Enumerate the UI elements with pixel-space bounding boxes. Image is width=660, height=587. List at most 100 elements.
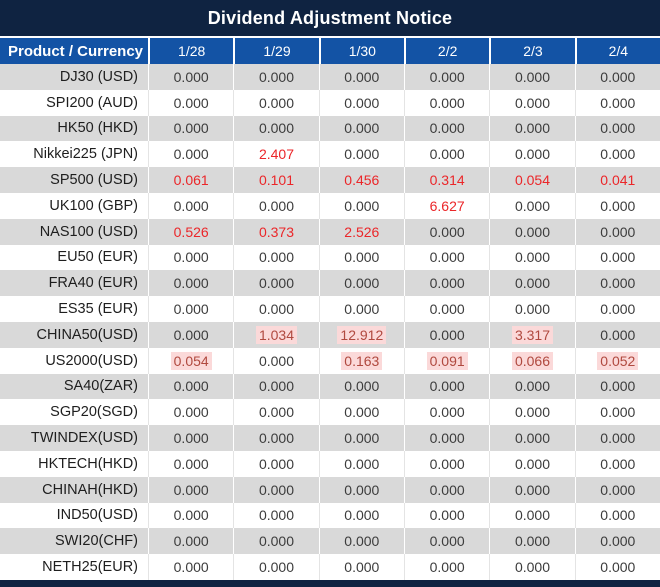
- dividend-value-cell: 0.000: [574, 192, 660, 219]
- highlighted-dividend-value: 0.163: [341, 351, 383, 370]
- product-name: NAS100 (USD): [39, 223, 138, 240]
- dividend-value-cell: 0.000: [233, 347, 318, 374]
- dividend-value-cell: 0.000: [318, 64, 404, 90]
- dividend-value-cell: 0.054: [489, 167, 574, 193]
- dividend-value-cell: 0.000: [318, 89, 404, 116]
- notice-title-bar: Dividend Adjustment Notice: [0, 0, 660, 38]
- dividend-value-cell: 0.000: [318, 296, 404, 322]
- table-row: SPI200 (AUD) 0.000 0.000 0.000 0.000 0.000 0.0…: [0, 89, 660, 116]
- dividend-value-cell: 6.627: [403, 192, 489, 219]
- bottom-border-strip: [0, 580, 660, 587]
- dividend-value-cell: 0.000: [403, 218, 489, 245]
- dividend-value-cell: 0.000: [403, 450, 489, 477]
- dividend-value-cell: 0.000: [318, 192, 404, 219]
- dividend-value-cell: 0.000: [489, 399, 574, 426]
- dividend-value-cell: 0.000: [148, 321, 233, 348]
- table-row: ES35 (EUR) 0.000 0.000 0.000 0.000 0.000 0.000: [0, 296, 660, 322]
- dividend-value-cell: 0.000: [403, 89, 489, 116]
- dividend-value-cell: 0.163: [318, 347, 404, 374]
- dividend-value-cell: 0.373: [233, 218, 318, 245]
- dividend-value-cell: 0.000: [318, 554, 404, 580]
- dividend-value-cell: 0.000: [318, 450, 404, 477]
- dividend-value-cell: 0.000: [574, 64, 660, 90]
- dividend-value-cell: 0.000: [574, 554, 660, 580]
- highlighted-dividend-value: 0.052: [597, 351, 639, 370]
- dividend-value-cell: 0.000: [574, 373, 660, 400]
- dividend-value-cell: 0.000: [148, 399, 233, 426]
- dividend-value-cell: 0.456: [318, 167, 404, 193]
- dividend-value-cell: 0.000: [148, 296, 233, 322]
- dividend-value-cell: 0.000: [148, 64, 233, 90]
- dividend-value-cell: 0.000: [574, 244, 660, 271]
- dividend-value-cell: 0.000: [233, 502, 318, 529]
- dividend-value-cell: 0.000: [574, 141, 660, 168]
- dividend-value-cell: 0.000: [574, 425, 660, 451]
- dividend-value-cell: 0.000: [233, 399, 318, 426]
- dividend-value-cell: 0.000: [574, 115, 660, 142]
- dividend-value-cell: 0.000: [148, 192, 233, 219]
- highlighted-dividend-value: 1.034: [255, 325, 298, 344]
- product-name: CHINA50(USD): [36, 326, 138, 343]
- dividend-value-cell: 0.000: [148, 476, 233, 503]
- dividend-value-cell: 0.091: [403, 347, 489, 374]
- highlighted-dividend-value: 0.091: [426, 351, 468, 370]
- product-name: DJ30 (USD): [59, 68, 138, 85]
- dividend-value-cell: 0.000: [574, 476, 660, 503]
- dividend-value-cell: 0.000: [489, 89, 574, 116]
- product-name: US2000(USD): [45, 352, 138, 369]
- table-row: TWINDEX(USD) 0.000 0.000 0.000 0.000 0.000 0.0…: [0, 425, 660, 451]
- dividend-value-cell: 0.000: [318, 476, 404, 503]
- table-row: NAS100 (USD) 0.526 0.373 2.526 0.000 0.000 0.0…: [0, 218, 660, 245]
- dividend-value-cell: 0.000: [403, 115, 489, 142]
- dividend-value-cell: 0.000: [318, 528, 404, 555]
- dividend-value-cell: 0.000: [233, 476, 318, 503]
- dividend-value-cell: 0.000: [233, 270, 318, 297]
- dividend-value-cell: 0.526: [148, 218, 233, 245]
- dividend-value-cell: 0.000: [403, 64, 489, 90]
- table-row: EU50 (EUR) 0.000 0.000 0.000 0.000 0.000 0.000: [0, 244, 660, 271]
- product-name: SPI200 (AUD): [46, 94, 138, 111]
- highlighted-dividend-value: 3.317: [511, 325, 553, 344]
- product-name: FRA40 (EUR): [48, 275, 138, 292]
- dividend-value-cell: 0.000: [233, 64, 318, 90]
- dividend-value-cell: 0.000: [574, 270, 660, 297]
- product-name: HK50 (HKD): [57, 120, 138, 137]
- column-header-date: 1/30: [318, 38, 404, 64]
- dividend-value-cell: 0.054: [148, 347, 233, 374]
- dividend-value-cell: 0.000: [233, 528, 318, 555]
- dividend-value-cell: 0.000: [489, 218, 574, 245]
- dividend-value-cell: 0.000: [148, 502, 233, 529]
- dividend-value-cell: 0.000: [489, 450, 574, 477]
- dividend-value-cell: 0.000: [403, 554, 489, 580]
- dividend-value-cell: 0.000: [148, 450, 233, 477]
- table-row: NETH25(EUR) 0.000 0.000 0.000 0.000 0.000 0.00…: [0, 554, 660, 580]
- dividend-value-cell: 2.407: [233, 141, 318, 168]
- dividend-value-cell: 0.000: [148, 115, 233, 142]
- product-name: SWI20(CHF): [55, 533, 138, 550]
- table-row: SWI20(CHF) 0.000 0.000 0.000 0.000 0.000 0.000: [0, 528, 660, 555]
- table-row: FRA40 (EUR) 0.000 0.000 0.000 0.000 0.000 0.00…: [0, 270, 660, 297]
- dividend-value-cell: 0.000: [318, 373, 404, 400]
- dividend-value-cell: 0.000: [489, 270, 574, 297]
- dividend-value-cell: 0.314: [403, 167, 489, 193]
- dividend-value-cell: 0.000: [489, 425, 574, 451]
- dividend-value-cell: 2.526: [318, 218, 404, 245]
- dividend-value-cell: 0.000: [403, 399, 489, 426]
- dividend-value-cell: 0.066: [489, 347, 574, 374]
- dividend-value-cell: 0.000: [148, 425, 233, 451]
- dividend-value-cell: 0.000: [489, 64, 574, 90]
- dividend-value-cell: 0.000: [489, 373, 574, 400]
- dividend-value-cell: 0.000: [233, 296, 318, 322]
- dividend-value-cell: 0.000: [489, 244, 574, 271]
- dividend-value-cell: 0.000: [233, 373, 318, 400]
- dividend-value-cell: 0.000: [574, 218, 660, 245]
- product-name: EU50 (EUR): [57, 249, 138, 266]
- table-row: SP500 (USD) 0.061 0.101 0.456 0.314 0.054 0.04…: [0, 167, 660, 193]
- dividend-value-cell: 0.000: [233, 192, 318, 219]
- column-header-date: 2/2: [403, 38, 489, 64]
- product-name: SA40(ZAR): [63, 378, 138, 395]
- dividend-value-cell: 0.000: [403, 270, 489, 297]
- dividend-value-cell: 0.000: [318, 425, 404, 451]
- table-row: SGP20(SGD) 0.000 0.000 0.000 0.000 0.000 0.000: [0, 399, 660, 426]
